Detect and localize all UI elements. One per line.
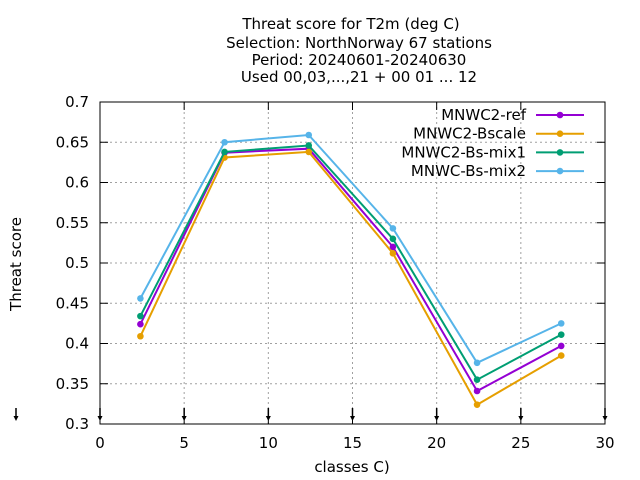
data-point — [557, 320, 565, 327]
data-point — [305, 148, 313, 156]
bottom-marker — [350, 408, 355, 421]
bottom-marker — [602, 408, 608, 421]
legend-point — [556, 130, 564, 137]
data-point — [305, 142, 313, 149]
y-tick-label: 0.3 — [65, 415, 89, 433]
y-tick-label: 0.35 — [56, 375, 89, 393]
legend-label: MNWC2-Bs-mix1 — [401, 143, 526, 161]
bottom-markers — [13, 408, 608, 421]
legend: MNWC2-refMNWC2-BscaleMNWC2-Bs-mix1MNWC-B… — [401, 106, 584, 180]
x-tick-label: 20 — [427, 434, 446, 452]
series-mnwc2-bs-mix1 — [137, 142, 565, 384]
legend-point — [556, 149, 564, 156]
legend-entry: MNWC2-ref — [441, 106, 584, 124]
bottom-marker — [97, 408, 103, 421]
y-tick-label: 0.4 — [65, 335, 89, 353]
legend-point — [556, 167, 564, 175]
legend-point — [556, 111, 564, 119]
y-tick-label: 0.55 — [56, 214, 89, 232]
data-point — [137, 320, 144, 328]
title-line-2: Selection: NorthNorway 67 stations — [226, 34, 492, 52]
data-point — [221, 148, 228, 156]
series-mnwc-bs-mix2 — [137, 131, 565, 367]
data-point — [473, 359, 481, 367]
x-tick-label: 0 — [95, 434, 105, 452]
data-point — [557, 352, 565, 359]
series-layer — [137, 131, 565, 408]
legend-label: MNWC-Bs-mix2 — [411, 162, 526, 180]
plot-frame — [99, 101, 606, 425]
y-tick-label: 0.6 — [65, 174, 89, 192]
grid-lines — [100, 102, 605, 424]
data-point — [473, 376, 481, 384]
bottom-marker — [13, 408, 19, 421]
chart-title: Threat score for T2m (deg C) Selection: … — [226, 15, 492, 86]
y-tick-label: 0.45 — [56, 294, 89, 312]
data-point — [557, 331, 565, 338]
series-mnwc2-bscale — [137, 148, 565, 408]
legend-entry: MNWC-Bs-mix2 — [411, 162, 584, 180]
title-line-1: Threat score for T2m (deg C) — [241, 15, 459, 33]
series-line — [139, 133, 562, 365]
data-point — [305, 131, 313, 139]
title-line-3: Period: 20240601-20240630 — [252, 51, 467, 69]
bottom-marker — [518, 408, 524, 421]
title-line-4: Used 00,03,...,21 + 00 01 ... 12 — [241, 68, 477, 86]
y-tick-label: 0.5 — [65, 254, 89, 272]
series-line — [139, 150, 562, 407]
x-tick-label: 10 — [259, 434, 278, 452]
x-axis-label: classes C) — [314, 458, 389, 476]
y-tick-label: 0.65 — [56, 133, 89, 151]
series-line — [139, 144, 562, 382]
data-point — [557, 342, 565, 350]
y-tick-label: 0.7 — [65, 93, 89, 111]
series-line — [139, 147, 562, 393]
data-point — [473, 387, 481, 395]
data-point — [389, 235, 397, 243]
tick-labels: 0.3 0.35 0.4 0.45 0.5 0.55 0.6 0.65 0.7 0 5 10 15 20 2… — [56, 93, 615, 452]
data-point — [389, 250, 397, 257]
bottom-marker — [181, 408, 187, 421]
legend-entry: MNWC2-Bs-mix1 — [401, 143, 584, 161]
x-tick-label: 15 — [343, 434, 362, 452]
x-tick-label: 25 — [511, 434, 530, 452]
y-axis-label: Threat score — [7, 217, 25, 312]
data-point — [137, 295, 144, 302]
data-point — [473, 401, 481, 408]
x-tick-label: 5 — [179, 434, 189, 452]
x-tick-label: 30 — [595, 434, 614, 452]
legend-label: MNWC2-ref — [441, 106, 526, 124]
data-point — [389, 225, 397, 232]
data-point — [389, 243, 397, 251]
legend-label: MNWC2-Bscale — [413, 125, 526, 143]
data-point — [221, 138, 228, 146]
legend-entry: MNWC2-Bscale — [413, 125, 584, 143]
data-point — [137, 312, 144, 320]
data-point — [137, 332, 144, 340]
bottom-marker — [434, 408, 440, 421]
bottom-marker — [265, 408, 271, 421]
